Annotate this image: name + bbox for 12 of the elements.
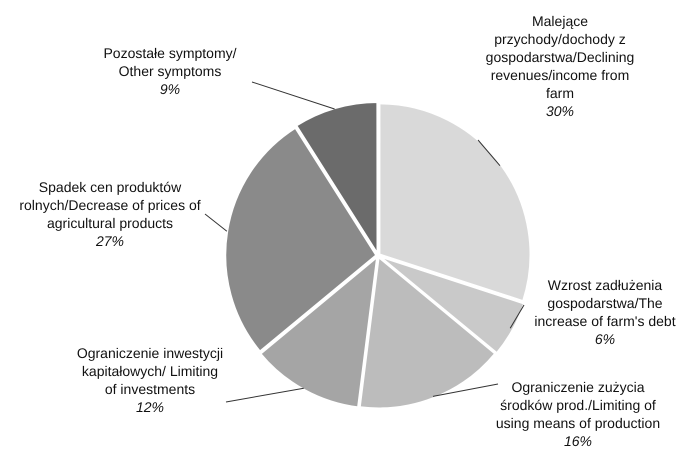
data-label: 12% <box>134 398 166 416</box>
data-label: 9% <box>158 80 182 98</box>
slice-label: Spadek cen produktów rolnych/Decrease of prices of agricultural products <box>18 178 202 232</box>
slice-label: Ograniczenie inwestycji kapitałowych/ Limiting of investments <box>76 344 224 398</box>
slice-label: Wzrost zadłużenia gospodarstwa/The increase of farm's debt <box>533 276 677 330</box>
data-label: 6% <box>594 330 616 348</box>
data-label: 30% <box>544 102 576 120</box>
slice-label: Pozostałe symptomy/ Other symptoms <box>102 44 238 80</box>
data-label: 16% <box>562 432 594 450</box>
slice-label: Ograniczenie zużycia środków prod./Limiting of using means of production <box>494 378 662 432</box>
data-label: 27% <box>94 232 126 250</box>
slice-label: Malejące przychody/dochody z gospodarstwa/Declining revenues/income from farm <box>484 12 636 102</box>
